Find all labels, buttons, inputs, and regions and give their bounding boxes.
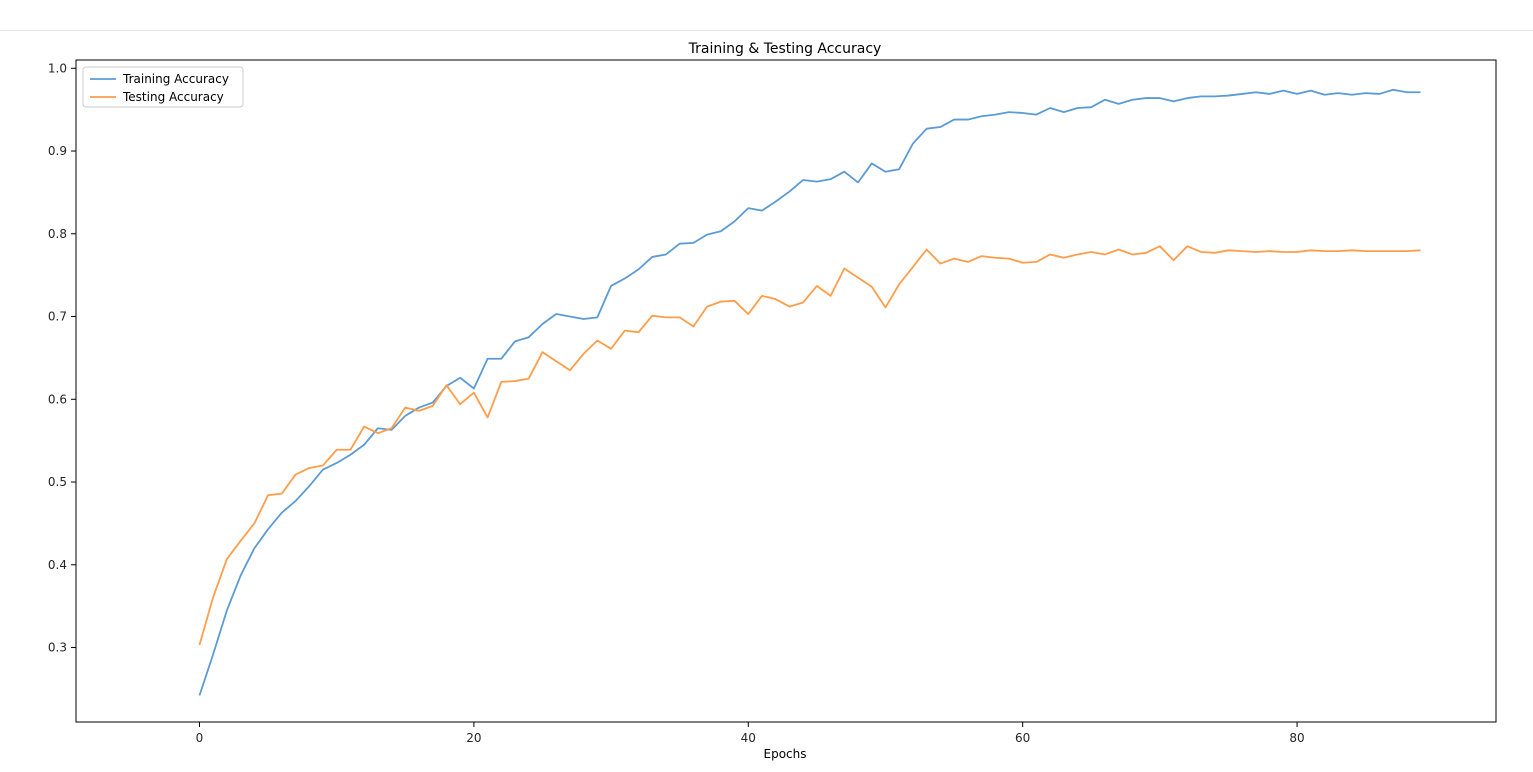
legend-box [82,66,244,108]
y-tick-label: 0.7 [48,310,67,324]
x-tick-label: 0 [196,731,204,745]
notebook-cell-divider [0,30,1533,31]
legend: Training Accuracy Testing Accuracy [82,66,244,108]
x-tick-label: 20 [466,731,481,745]
y-axis: 0.3 0.4 0.5 0.6 0.7 0.8 0.9 1.0 [48,61,76,655]
chart-title: Training & Testing Accuracy [688,41,882,57]
y-tick-label: 0.5 [48,475,67,489]
plot-frame [75,59,1497,723]
y-tick-label: 0.8 [48,227,67,241]
y-tick-label: 0.9 [48,144,67,158]
x-tick-label: 40 [741,731,756,745]
x-tick-label: 80 [1289,731,1304,745]
legend-label: Testing Accuracy [122,90,224,104]
x-tick-label: 60 [1015,731,1030,745]
legend-label: Training Accuracy [122,72,229,86]
y-tick-label: 0.6 [48,392,67,406]
x-axis: 0 20 40 60 80 [196,722,1305,745]
x-axis-label: Epochs [764,747,807,761]
series-line-testing-accuracy [198,245,1421,646]
series-line-training-accuracy [198,88,1421,696]
plot-lines [198,88,1421,696]
y-tick-label: 0.4 [48,558,67,572]
y-tick-label: 1.0 [48,61,67,75]
y-tick-label: 0.3 [48,641,67,655]
